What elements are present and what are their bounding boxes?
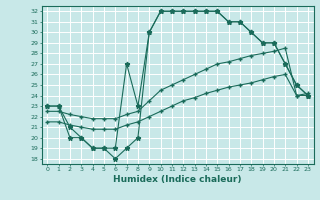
X-axis label: Humidex (Indice chaleur): Humidex (Indice chaleur)	[113, 175, 242, 184]
